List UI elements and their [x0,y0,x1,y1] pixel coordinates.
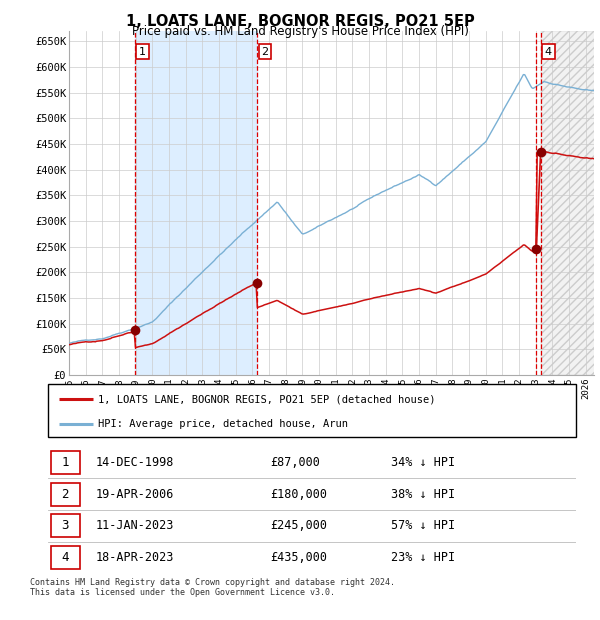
Text: 2: 2 [61,487,69,500]
Text: £435,000: £435,000 [270,551,327,564]
Text: 34% ↓ HPI: 34% ↓ HPI [391,456,455,469]
FancyBboxPatch shape [50,482,80,505]
Bar [135,31,257,375]
Text: 3: 3 [61,520,69,533]
Text: 4: 4 [545,46,552,56]
Text: This data is licensed under the Open Government Licence v3.0.: This data is licensed under the Open Gov… [30,588,335,597]
Text: Contains HM Land Registry data © Crown copyright and database right 2024.: Contains HM Land Registry data © Crown c… [30,578,395,587]
Text: Price paid vs. HM Land Registry's House Price Index (HPI): Price paid vs. HM Land Registry's House … [131,25,469,38]
Text: 38% ↓ HPI: 38% ↓ HPI [391,487,455,500]
Text: 11-JAN-2023: 11-JAN-2023 [95,520,174,533]
Text: 19-APR-2006: 19-APR-2006 [95,487,174,500]
FancyBboxPatch shape [50,546,80,569]
FancyBboxPatch shape [50,451,80,474]
Text: HPI: Average price, detached house, Arun: HPI: Average price, detached house, Arun [98,419,348,429]
Bar [541,31,600,375]
Text: 18-APR-2023: 18-APR-2023 [95,551,174,564]
Text: 23% ↓ HPI: 23% ↓ HPI [391,551,455,564]
Text: 2: 2 [262,46,269,56]
Text: 4: 4 [61,551,69,564]
Text: £180,000: £180,000 [270,487,327,500]
Text: £87,000: £87,000 [270,456,320,469]
Text: 14-DEC-1998: 14-DEC-1998 [95,456,174,469]
Text: £245,000: £245,000 [270,520,327,533]
Text: 57% ↓ HPI: 57% ↓ HPI [391,520,455,533]
Text: 1, LOATS LANE, BOGNOR REGIS, PO21 5EP: 1, LOATS LANE, BOGNOR REGIS, PO21 5EP [125,14,475,29]
Text: 1: 1 [139,46,146,56]
Text: 1, LOATS LANE, BOGNOR REGIS, PO21 5EP (detached house): 1, LOATS LANE, BOGNOR REGIS, PO21 5EP (d… [98,394,436,404]
FancyBboxPatch shape [50,515,80,538]
Text: 1: 1 [61,456,69,469]
